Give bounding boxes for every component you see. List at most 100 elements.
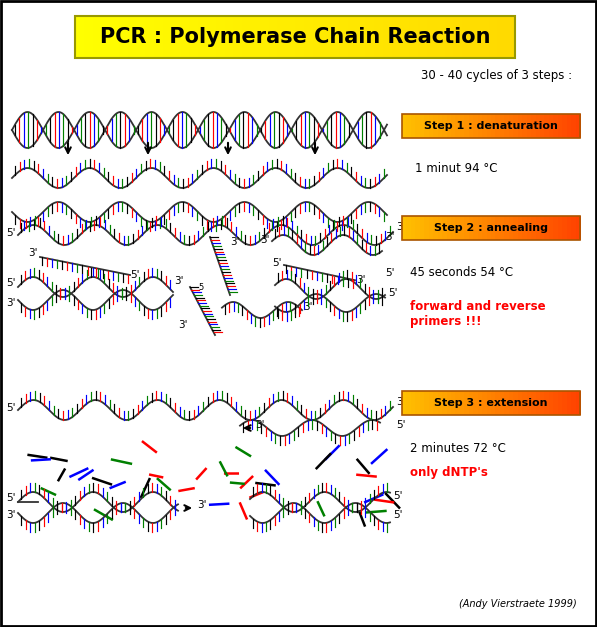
Bar bbox=[242, 16, 252, 58]
Bar bbox=[442, 216, 448, 240]
Bar bbox=[482, 216, 488, 240]
Bar bbox=[518, 114, 523, 138]
Bar bbox=[224, 16, 235, 58]
Bar bbox=[429, 114, 434, 138]
Bar bbox=[504, 391, 510, 415]
Bar bbox=[531, 391, 537, 415]
Bar bbox=[473, 216, 479, 240]
Bar bbox=[110, 16, 120, 58]
Text: Step 2 : annealing: Step 2 : annealing bbox=[434, 223, 548, 233]
Bar bbox=[558, 391, 563, 415]
Bar bbox=[531, 216, 537, 240]
Bar bbox=[469, 114, 474, 138]
Bar bbox=[402, 114, 580, 138]
Bar bbox=[540, 114, 546, 138]
Text: 5': 5' bbox=[396, 420, 405, 430]
Bar bbox=[522, 114, 528, 138]
Bar bbox=[456, 391, 461, 415]
Text: 3': 3' bbox=[230, 237, 239, 247]
Bar bbox=[429, 216, 434, 240]
Text: 3': 3' bbox=[396, 222, 405, 232]
Bar bbox=[509, 114, 514, 138]
Bar bbox=[527, 114, 532, 138]
Bar bbox=[478, 391, 483, 415]
Text: 5: 5 bbox=[198, 283, 203, 292]
Bar bbox=[491, 216, 497, 240]
Bar bbox=[207, 16, 217, 58]
Bar bbox=[553, 216, 559, 240]
Bar bbox=[348, 16, 358, 58]
Text: 5': 5' bbox=[393, 510, 402, 520]
Bar bbox=[420, 391, 425, 415]
Bar bbox=[445, 16, 454, 58]
Bar bbox=[544, 216, 550, 240]
Bar bbox=[75, 16, 85, 58]
Bar bbox=[522, 216, 528, 240]
Text: 3': 3' bbox=[255, 420, 264, 430]
Bar bbox=[562, 216, 568, 240]
Text: PCR : Polymerase Chain Reaction: PCR : Polymerase Chain Reaction bbox=[100, 27, 490, 47]
Bar bbox=[460, 216, 465, 240]
Bar bbox=[410, 16, 419, 58]
Bar bbox=[260, 16, 270, 58]
Bar bbox=[374, 16, 384, 58]
Bar bbox=[478, 216, 483, 240]
Bar bbox=[429, 391, 434, 415]
Bar bbox=[482, 391, 488, 415]
Bar bbox=[172, 16, 181, 58]
Bar bbox=[433, 114, 439, 138]
Bar bbox=[442, 114, 448, 138]
Text: 45 seconds 54 °C: 45 seconds 54 °C bbox=[410, 266, 513, 280]
Bar bbox=[509, 216, 514, 240]
Bar bbox=[416, 216, 421, 240]
Bar bbox=[456, 216, 461, 240]
Bar bbox=[536, 391, 541, 415]
Bar bbox=[464, 216, 470, 240]
Text: (Andy Vierstraete 1999): (Andy Vierstraete 1999) bbox=[459, 599, 577, 609]
Text: 3': 3' bbox=[396, 397, 405, 407]
Bar bbox=[137, 16, 146, 58]
Text: 3': 3' bbox=[260, 235, 269, 245]
Bar bbox=[491, 114, 497, 138]
Bar bbox=[286, 16, 296, 58]
Bar bbox=[480, 16, 490, 58]
Bar bbox=[571, 114, 577, 138]
Bar bbox=[482, 114, 488, 138]
Bar bbox=[553, 114, 559, 138]
Text: 5': 5' bbox=[6, 228, 16, 238]
Bar bbox=[416, 114, 421, 138]
Bar bbox=[447, 114, 452, 138]
Bar bbox=[471, 16, 481, 58]
Text: 5': 5' bbox=[130, 270, 140, 280]
Bar bbox=[460, 114, 465, 138]
Bar bbox=[181, 16, 190, 58]
Bar bbox=[407, 216, 412, 240]
Bar bbox=[536, 114, 541, 138]
Bar bbox=[392, 16, 402, 58]
Bar bbox=[411, 216, 416, 240]
Bar bbox=[562, 391, 568, 415]
Bar bbox=[295, 16, 305, 58]
Bar bbox=[487, 114, 492, 138]
Bar bbox=[401, 16, 410, 58]
Bar bbox=[487, 216, 492, 240]
Bar bbox=[469, 216, 474, 240]
Bar bbox=[269, 16, 278, 58]
Bar bbox=[549, 216, 554, 240]
Bar bbox=[562, 114, 568, 138]
Bar bbox=[491, 391, 497, 415]
Bar bbox=[438, 216, 443, 240]
Bar bbox=[436, 16, 445, 58]
Bar bbox=[496, 391, 501, 415]
Bar bbox=[478, 114, 483, 138]
Bar bbox=[567, 391, 572, 415]
Bar bbox=[420, 216, 425, 240]
Text: 3': 3' bbox=[174, 276, 183, 286]
Text: 3': 3' bbox=[28, 248, 38, 258]
Text: 3': 3' bbox=[178, 320, 187, 330]
Bar bbox=[447, 216, 452, 240]
Bar bbox=[462, 16, 472, 58]
Bar bbox=[576, 216, 581, 240]
Bar bbox=[438, 114, 443, 138]
Bar bbox=[339, 16, 349, 58]
